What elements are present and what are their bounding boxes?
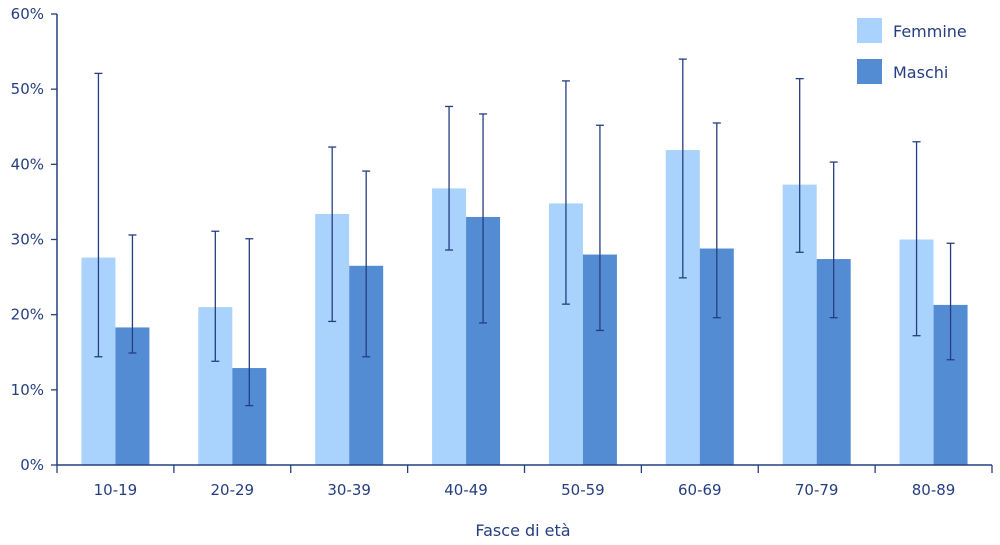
- error-bars: [94, 58, 955, 407]
- y-tick-label: 0%: [20, 456, 44, 474]
- error-bar-maschi-40-49: [479, 113, 488, 324]
- legend-label: Femmine: [893, 22, 967, 41]
- y-tick-label: 20%: [11, 306, 44, 324]
- error-bar-maschi-50-59: [595, 124, 604, 332]
- legend: Femmine Maschi: [857, 18, 967, 84]
- x-tick-labels: 10-19 20-29 30-39 40-49 50-59 60-69 70-79 80-89: [94, 481, 956, 499]
- x-tick-label: 30-39: [327, 481, 371, 499]
- y-tick-label: 50%: [11, 80, 44, 98]
- error-bar-femmine-20-29: [211, 230, 220, 362]
- y-tick-label: 10%: [11, 381, 44, 399]
- error-bar-maschi-80-89: [946, 242, 955, 361]
- error-bar-femmine-10-19: [94, 72, 103, 358]
- error-bar-maschi-70-79: [829, 161, 838, 319]
- error-bar-maschi-20-29: [245, 238, 254, 407]
- error-bar-femmine-60-69: [678, 58, 687, 279]
- x-tick-label: 80-89: [912, 481, 956, 499]
- error-bar-femmine-50-59: [561, 80, 570, 305]
- y-tick-label: 40%: [11, 155, 44, 173]
- legend-item-femmine: Femmine: [857, 18, 967, 43]
- error-bar-femmine-80-89: [912, 141, 921, 337]
- legend-item-maschi: Maschi: [857, 59, 948, 84]
- legend-swatch: [857, 18, 882, 43]
- bars: [81, 150, 968, 466]
- axes: [51, 13, 993, 473]
- x-tick-label: 20-29: [211, 481, 255, 499]
- x-tick-label: 60-69: [678, 481, 722, 499]
- legend-label: Maschi: [893, 63, 948, 82]
- x-tick-label: 50-59: [561, 481, 605, 499]
- y-tick-labels: 0% 10% 20% 30% 40% 50% 60%: [11, 5, 44, 474]
- error-bar-femmine-30-39: [328, 146, 337, 323]
- error-bar-maschi-30-39: [362, 170, 371, 358]
- y-tick-label: 30%: [11, 231, 44, 249]
- error-bar-femmine-40-49: [445, 105, 454, 251]
- legend-swatch: [857, 59, 882, 84]
- error-bar-maschi-10-19: [128, 234, 137, 354]
- y-tick-label: 60%: [11, 5, 44, 23]
- error-bar-femmine-70-79: [795, 77, 804, 253]
- error-bar-maschi-60-69: [712, 122, 721, 319]
- x-axis-title: Fasce di età: [475, 521, 570, 540]
- x-tick-label: 10-19: [94, 481, 138, 499]
- x-tick-label: 40-49: [444, 481, 488, 499]
- x-tick-label: 70-79: [795, 481, 839, 499]
